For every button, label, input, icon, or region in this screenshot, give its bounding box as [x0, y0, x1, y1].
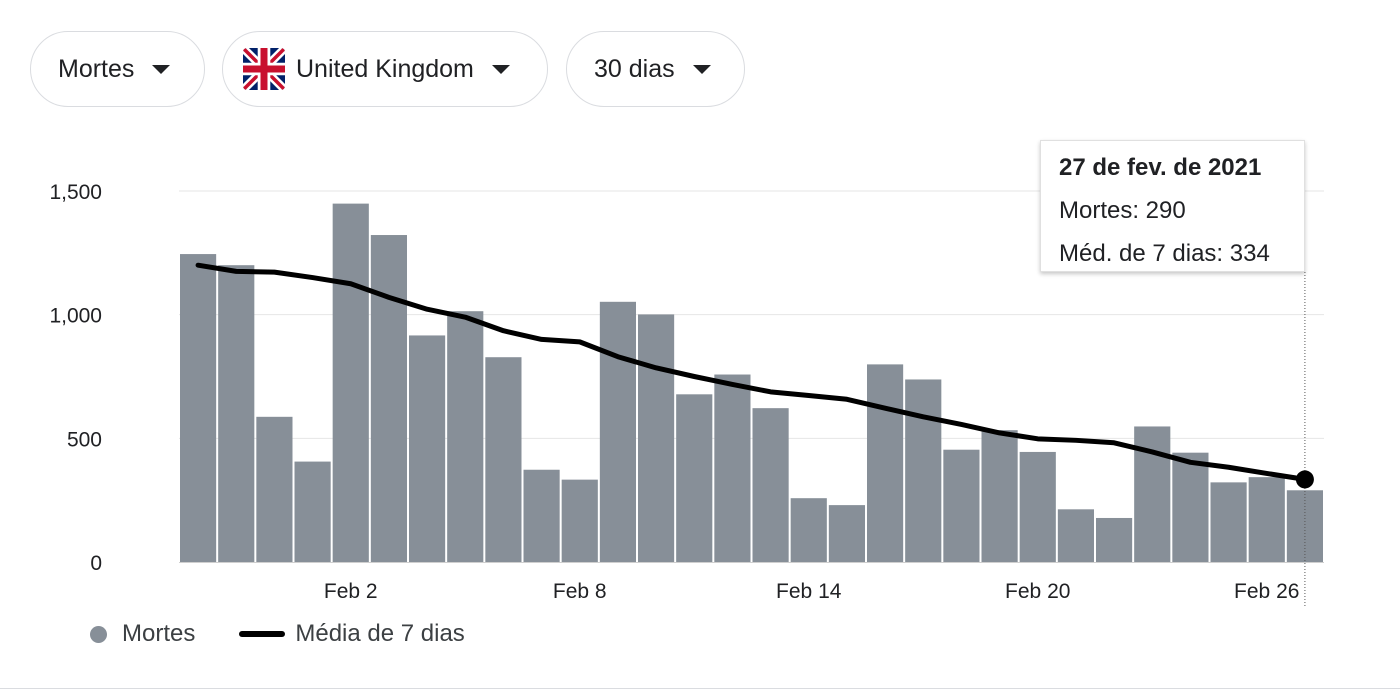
tooltip-average: Méd. de 7 dias: 334 [1059, 240, 1270, 267]
x-tick-label: Feb 14 [776, 580, 842, 603]
bar [294, 461, 331, 562]
range-dropdown[interactable]: 30 dias [566, 31, 745, 107]
tooltip-deaths: Mortes: 290 [1059, 197, 1186, 224]
x-axis: Feb 2 Feb 8 Feb 14 Feb 20 Feb 26 [324, 580, 1300, 603]
caret-down-icon [692, 64, 711, 74]
x-tick-label: Feb 20 [1005, 580, 1070, 603]
chart-tooltip: 27 de fev. de 2021 Mortes: 290 Méd. de 7… [1040, 140, 1305, 272]
average-line-series [195, 262, 1314, 606]
bottom-divider [0, 688, 1400, 689]
bar [485, 357, 522, 562]
bar [638, 314, 675, 562]
country-dropdown[interactable]: United Kingdom [222, 31, 548, 107]
bar [1172, 452, 1209, 562]
bar [981, 430, 1018, 562]
bar [256, 416, 293, 562]
bar-series [180, 203, 1323, 562]
legend-deaths-label: Mortes [122, 620, 196, 647]
legend-line-icon [239, 631, 286, 637]
bar [752, 408, 789, 562]
legend-average-label: Média de 7 dias [295, 620, 465, 647]
bar [447, 311, 484, 562]
x-tick-label: Feb 26 [1234, 580, 1299, 603]
bar [905, 379, 942, 562]
x-tick-label: Feb 8 [553, 580, 607, 603]
metric-dropdown-label: Mortes [58, 54, 135, 83]
country-dropdown-label: United Kingdom [296, 54, 474, 83]
bar [790, 498, 827, 562]
bar [828, 505, 865, 562]
bar [523, 469, 560, 562]
range-dropdown-label: 30 dias [594, 54, 675, 83]
legend-dot-icon [90, 625, 107, 643]
bar [180, 254, 217, 562]
metric-dropdown[interactable]: Mortes [30, 31, 205, 107]
x-tick-label: Feb 2 [324, 580, 378, 603]
bar [599, 301, 636, 562]
bar [676, 394, 713, 562]
caret-down-icon [152, 64, 171, 74]
bar [1057, 509, 1094, 562]
caret-down-icon [491, 64, 510, 74]
bar [943, 449, 980, 562]
hover-point [1295, 470, 1314, 489]
bar [561, 479, 598, 562]
y-tick-label: 1,000 [49, 305, 102, 328]
bar [867, 364, 904, 562]
y-tick-label: 500 [67, 428, 102, 451]
bar [1096, 517, 1133, 562]
bar [218, 265, 255, 562]
bar [1210, 482, 1247, 562]
y-tick-label: 1,500 [49, 181, 102, 204]
bar [332, 203, 369, 562]
bar [1248, 477, 1285, 562]
bar [409, 335, 446, 562]
tooltip-date: 27 de fev. de 2021 [1059, 154, 1262, 181]
uk-flag-icon [243, 48, 285, 90]
chart-legend: Mortes Média de 7 dias [90, 620, 465, 648]
bar [1019, 451, 1056, 562]
bar [714, 374, 751, 562]
y-axis: 1,500 1,000 500 0 [49, 181, 102, 575]
y-tick-label: 0 [90, 552, 102, 575]
average-line [195, 262, 1308, 482]
bar [370, 235, 407, 562]
bar [1286, 490, 1323, 562]
